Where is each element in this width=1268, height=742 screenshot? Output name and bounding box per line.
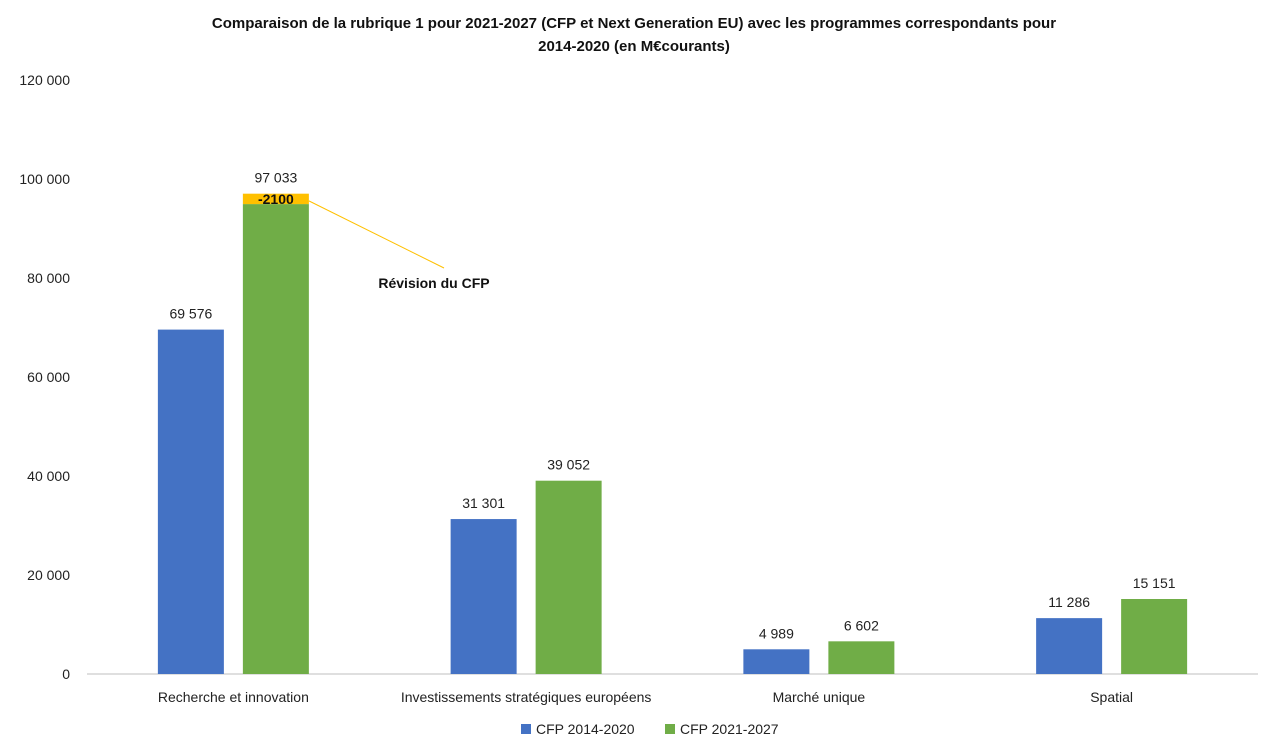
chart-title-line-2: 2014-2020 (en M€courants) (538, 38, 730, 55)
annotation-leader-line (308, 200, 445, 269)
x-category-label: Investissements stratégiques européens (401, 689, 652, 705)
bar-value-label: 39 052 (547, 457, 590, 473)
legend-cfp-2014-2020-swatch (521, 724, 531, 734)
bar-revision-segment (242, 193, 309, 205)
bar-value-label: 6 602 (844, 617, 879, 633)
legend-cfp-2021-2027-label: CFP 2021-2027 (680, 721, 779, 737)
y-tick-label: 80 000 (27, 270, 70, 286)
y-tick-label: 120 000 (19, 72, 70, 88)
bar-cfp-2021-2027 (535, 480, 602, 674)
y-tick-label: 100 000 (19, 171, 70, 187)
x-category-label: Spatial (1090, 689, 1133, 705)
annotation-revision-label: Révision du CFP (378, 275, 489, 291)
bar-value-label: 11 286 (1048, 594, 1090, 610)
bar-cfp-2021-2027 (242, 204, 309, 674)
bar-cfp-2021-2027 (828, 641, 895, 674)
y-tick-label: 40 000 (27, 468, 70, 484)
bar-cfp-2014-2020 (1036, 618, 1103, 674)
bar-cfp-2014-2020 (157, 329, 224, 674)
bar-value-label: 31 301 (462, 495, 505, 511)
bar-cfp-2021-2027 (1121, 599, 1188, 674)
bar-value-label: 97 033 (254, 170, 297, 186)
x-category-label: Marché unique (773, 689, 866, 705)
y-tick-label: 20 000 (27, 567, 70, 583)
bar-cfp-2014-2020 (450, 519, 517, 674)
chart-title-line-1: Comparaison de la rubrique 1 pour 2021-2… (211, 15, 1057, 32)
x-category-label: Recherche et innovation (158, 689, 309, 705)
bar-cfp-2014-2020 (743, 649, 810, 674)
bar-value-label: 4 989 (759, 625, 794, 641)
y-tick-label: 60 000 (27, 369, 70, 385)
bar-value-label: 69 576 (169, 306, 212, 322)
revision-segment-label: -2100 (258, 191, 294, 207)
y-tick-label: 0 (62, 666, 70, 682)
chart-title: Comparaison de la rubrique 1 pour 2021-2… (134, 12, 1134, 58)
bar-value-label: 15 151 (1133, 575, 1176, 591)
legend-cfp-2014-2020-label: CFP 2014-2020 (536, 721, 635, 737)
legend-cfp-2021-2027-swatch (665, 724, 675, 734)
